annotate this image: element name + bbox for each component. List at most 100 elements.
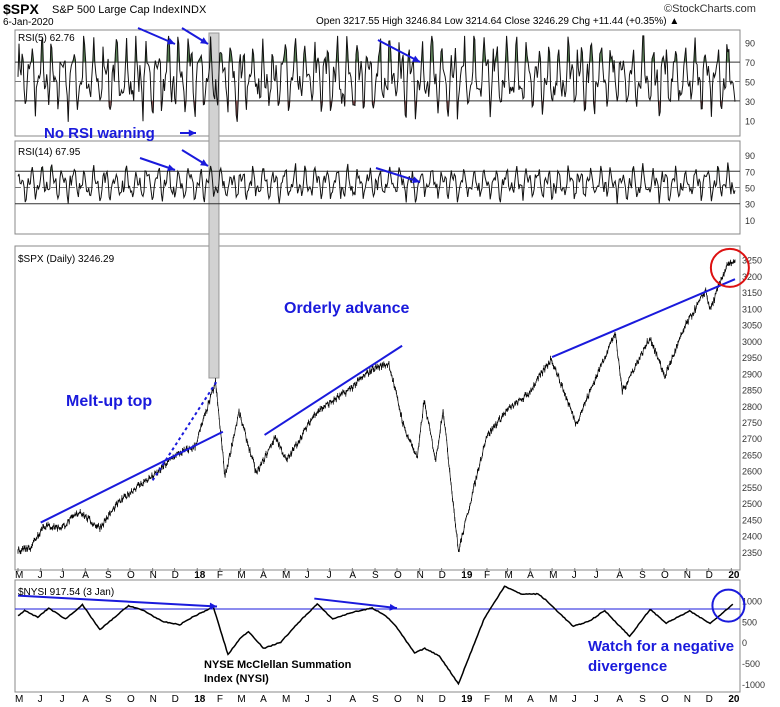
month-label: D — [439, 570, 446, 581]
month-label: N — [417, 570, 424, 581]
month-label: J — [327, 694, 332, 705]
nysi-line — [17, 585, 734, 686]
rsi5-arrow-2-head — [200, 37, 208, 44]
month-label: A — [260, 694, 267, 705]
month-label: O — [394, 570, 402, 581]
no-rsi-warning-text: No RSI warning — [44, 125, 155, 142]
month-label: A — [527, 694, 534, 705]
price-tick-label: 3100 — [742, 304, 762, 314]
price-tick-label: 2600 — [742, 467, 762, 477]
month-label: 19 — [461, 570, 473, 581]
month-label: M — [237, 694, 245, 705]
rsi5-tick-label: 50 — [745, 78, 755, 88]
month-label: M — [15, 570, 23, 581]
rsi5-tick-label: 90 — [745, 39, 755, 49]
price-tick-label: 2350 — [742, 548, 762, 558]
red-highlight-circle — [709, 247, 750, 288]
month-label: N — [150, 570, 157, 581]
month-label: F — [217, 570, 223, 581]
price-line — [17, 260, 736, 553]
month-label: M — [282, 694, 290, 705]
month-label: N — [150, 694, 157, 705]
trendline-2 — [264, 344, 403, 436]
month-label: A — [616, 570, 623, 581]
month-label: O — [394, 694, 402, 705]
price-tick-label: 2550 — [742, 483, 762, 493]
month-label: J — [327, 570, 332, 581]
rsi14-arrow-2-head — [200, 159, 208, 166]
month-label: A — [260, 570, 267, 581]
month-label: A — [82, 694, 89, 705]
month-label: D — [172, 694, 179, 705]
rsi5-frame — [14, 29, 741, 137]
price-tick-label: 2400 — [742, 532, 762, 542]
month-label: J — [38, 570, 43, 581]
price-tick-label: 3000 — [742, 337, 762, 347]
no-rsi-warning-arrow-head — [188, 129, 196, 137]
rsi5-tick-label: 10 — [745, 116, 755, 126]
header-symbol: $SPX — [3, 1, 39, 17]
watch-text-1: Watch for a negative — [588, 638, 734, 655]
month-label: 20 — [728, 570, 740, 581]
month-label: J — [572, 694, 577, 705]
month-label: O — [127, 694, 135, 705]
rsi5-line — [17, 35, 736, 122]
month-label: S — [105, 570, 112, 581]
nysi-label: $NYSI 917.54 (3 Jan) — [18, 587, 114, 598]
header-name: S&P 500 Large Cap Index — [52, 4, 180, 16]
nysi-frame — [14, 579, 741, 693]
rsi14-arrow-1-head — [167, 164, 175, 171]
month-label: M — [282, 570, 290, 581]
price-tick-label: 2800 — [742, 402, 762, 412]
rsi14-tick-label: 10 — [745, 216, 755, 226]
rsi5-arrow-3 — [377, 39, 421, 63]
trendline-1 — [151, 379, 219, 481]
month-label: M — [549, 570, 557, 581]
month-label: 20 — [728, 694, 740, 705]
month-label: 18 — [194, 570, 206, 581]
price-tick-label: 2850 — [742, 386, 762, 396]
price-tick-label: 2900 — [742, 369, 762, 379]
orderly-advance-text: Orderly advance — [284, 300, 410, 317]
rsi14-tick-label: 90 — [745, 151, 755, 161]
price-tick-label: 3250 — [742, 256, 762, 266]
rsi5-tick-label: 70 — [745, 58, 755, 68]
month-label: D — [172, 570, 179, 581]
month-label: O — [661, 694, 669, 705]
price-tick-label: 2650 — [742, 450, 762, 460]
header-exchange: INDX — [180, 4, 207, 16]
month-label: A — [82, 570, 89, 581]
rsi14-line — [17, 162, 736, 205]
month-label: A — [349, 694, 356, 705]
month-label: 18 — [194, 694, 206, 705]
header-ohlc: Open 3217.55 High 3246.84 Low 3214.64 Cl… — [316, 16, 680, 27]
month-label: S — [372, 694, 379, 705]
month-label: M — [237, 570, 245, 581]
watch-text-2: divergence — [588, 658, 667, 675]
month-label: F — [217, 694, 223, 705]
rsi14-label: RSI(14) 67.95 — [18, 147, 81, 158]
nysi-caption-2: Index (NYSI) — [204, 673, 269, 685]
price-tick-label: 2500 — [742, 499, 762, 509]
price-tick-label: 2750 — [742, 418, 762, 428]
month-label: A — [616, 694, 623, 705]
month-label: J — [305, 570, 310, 581]
nysi-tick-label: 0 — [742, 638, 747, 648]
month-label: D — [706, 570, 713, 581]
month-label: S — [372, 570, 379, 581]
month-label: J — [305, 694, 310, 705]
blue-highlight-circle — [711, 588, 746, 623]
month-label: M — [504, 694, 512, 705]
rsi5-arrow-3-head — [412, 55, 420, 62]
month-label: O — [661, 570, 669, 581]
month-label: J — [594, 570, 599, 581]
price-tick-label: 3050 — [742, 321, 762, 331]
price-tick-label: 2700 — [742, 434, 762, 444]
rsi14-tick-label: 30 — [745, 200, 755, 210]
price-frame — [14, 245, 741, 571]
month-label: A — [527, 570, 534, 581]
nysi-arrow-1 — [314, 597, 398, 610]
month-label: F — [484, 694, 490, 705]
trendline-0 — [40, 430, 224, 524]
